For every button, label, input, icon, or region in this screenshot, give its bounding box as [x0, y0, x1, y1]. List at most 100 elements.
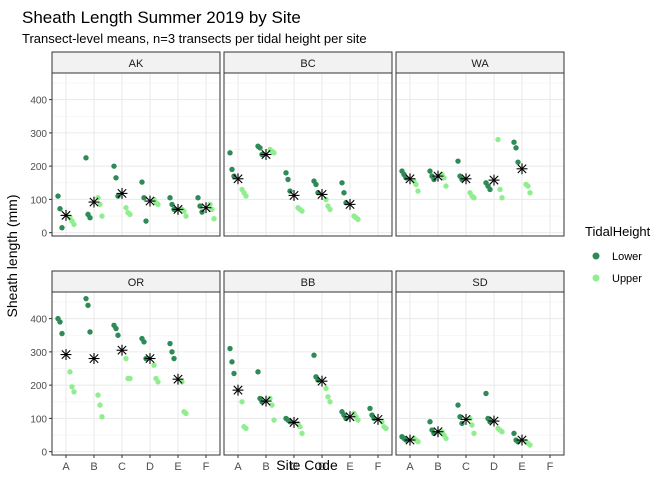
panel-wa: WA	[395, 51, 565, 237]
point-upper	[327, 206, 333, 213]
panel-sd: SD A B C D E F	[395, 270, 565, 473]
point-upper	[155, 379, 161, 385]
point-upper	[127, 375, 133, 382]
point-upper	[499, 195, 505, 201]
panel-or: OR 0 100 200 300 400 A B C D E F	[30, 270, 221, 473]
point-lower	[113, 325, 119, 332]
panel-background	[224, 292, 392, 455]
facet-label: WA	[471, 58, 489, 70]
point-lower	[115, 193, 121, 199]
point-lower	[231, 370, 237, 377]
panel-bb: BB A B C D E F	[223, 270, 393, 473]
point-upper	[415, 438, 421, 445]
point-upper	[469, 422, 475, 428]
point-upper	[383, 425, 389, 432]
x-tick-label: A	[234, 461, 242, 473]
point-upper	[183, 213, 189, 219]
chart-subtitle: Transect-level means, n=3 transects per …	[22, 31, 367, 46]
point-lower	[227, 150, 233, 156]
mean-marker	[232, 384, 244, 396]
x-tick-label: E	[518, 461, 525, 473]
point-upper	[155, 201, 161, 208]
mean-marker	[372, 413, 384, 425]
point-upper	[413, 181, 419, 188]
point-upper	[243, 425, 249, 432]
point-lower	[57, 206, 63, 212]
y-tick-label: 200	[30, 162, 47, 173]
y-tick-label: 0	[41, 229, 47, 240]
point-lower	[143, 218, 149, 224]
y-tick-label: 300	[30, 129, 47, 140]
point-lower	[427, 168, 433, 174]
y-axis-label: Sheath length (mm)	[4, 195, 20, 318]
point-lower	[511, 139, 517, 145]
point-upper	[325, 394, 331, 400]
point-upper	[71, 389, 77, 395]
mean-marker	[460, 413, 472, 425]
point-upper	[239, 399, 245, 405]
point-upper	[123, 205, 129, 211]
point-upper	[269, 402, 275, 408]
point-upper	[67, 369, 73, 375]
point-upper	[123, 355, 129, 362]
point-upper	[97, 201, 103, 208]
mean-marker	[260, 149, 272, 160]
point-lower	[487, 186, 493, 193]
point-lower	[511, 430, 517, 437]
x-tick-label: F	[203, 461, 210, 473]
point-upper	[527, 442, 533, 448]
mean-marker	[144, 195, 156, 207]
mean-marker	[144, 353, 156, 364]
panel-border	[223, 291, 393, 456]
point-lower	[87, 329, 93, 335]
point-lower	[227, 345, 233, 352]
mean-marker	[404, 173, 416, 185]
facet-label: AK	[129, 58, 144, 70]
point-lower	[169, 349, 175, 355]
point-upper	[99, 414, 105, 420]
y-tick-label: 400	[30, 315, 47, 326]
x-tick-label: C	[290, 461, 298, 473]
x-tick-label: C	[118, 461, 126, 473]
point-lower	[455, 402, 461, 408]
point-upper	[211, 216, 217, 222]
legend-key-upper	[592, 274, 600, 282]
mean-marker	[232, 173, 244, 185]
x-tick-label: E	[174, 461, 181, 473]
point-lower	[311, 352, 317, 358]
mean-marker	[460, 173, 472, 185]
mean-marker	[404, 434, 416, 446]
point-lower	[255, 369, 261, 375]
point-upper	[527, 190, 533, 196]
point-lower	[257, 145, 263, 151]
point-upper	[127, 211, 133, 218]
mean-marker	[432, 170, 444, 182]
point-lower	[403, 175, 409, 181]
point-lower	[315, 377, 321, 383]
point-upper	[271, 150, 277, 156]
mean-marker	[172, 373, 184, 385]
point-upper	[467, 415, 473, 422]
point-lower	[169, 201, 175, 208]
facet-label: OR	[128, 277, 145, 289]
point-upper	[415, 188, 421, 194]
panel-border	[51, 72, 221, 237]
mean-marker	[432, 426, 444, 438]
y-tick-label: 200	[30, 381, 47, 392]
point-lower	[367, 405, 373, 412]
point-upper	[71, 221, 77, 228]
panel-background	[52, 73, 220, 236]
x-tick-label: C	[462, 461, 470, 473]
x-axis-label: Site Code	[276, 457, 338, 473]
point-lower	[141, 195, 147, 201]
point-lower	[483, 390, 489, 397]
x-tick-label: F	[547, 461, 554, 473]
point-lower	[139, 179, 145, 185]
point-upper	[443, 183, 449, 189]
panel-border	[395, 291, 565, 456]
point-upper	[95, 392, 101, 398]
point-lower	[313, 181, 319, 188]
point-upper	[499, 429, 505, 435]
mean-marker	[172, 203, 184, 215]
